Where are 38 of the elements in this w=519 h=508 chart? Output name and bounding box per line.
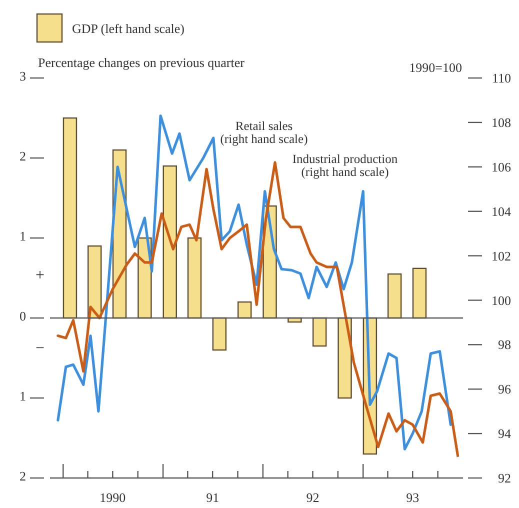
y2-tick-label: 108 <box>492 114 511 130</box>
y2-axis-title: 1990=100 <box>409 60 462 75</box>
bar <box>312 317 327 347</box>
y-tick-label: 2 <box>20 148 26 164</box>
y-tick-label: 1 <box>20 388 26 404</box>
y-tick-label: 0 <box>20 308 26 324</box>
x-tick-label: 91 <box>206 490 220 505</box>
y-tick-label: 3 <box>20 68 26 84</box>
y2-tick-label: 110 <box>492 70 511 86</box>
y2-tick-label: 106 <box>492 159 512 174</box>
x-tick-label: 93 <box>406 490 420 505</box>
y2-tick-label: 92 <box>498 470 511 486</box>
series-label: Industrial production (right hand scale) <box>292 152 398 179</box>
bar <box>62 117 78 319</box>
bar <box>212 317 227 351</box>
bar <box>162 165 177 319</box>
y-tick-label: 2 <box>20 468 26 484</box>
y2-tick-label: 94 <box>498 426 512 442</box>
y2-tick-label: 102 <box>492 248 511 264</box>
y2-tick-label: 98 <box>498 337 511 352</box>
line-series <box>56 114 452 450</box>
x-tick-label: 92 <box>306 490 320 505</box>
y2-tick-label: 96 <box>498 382 512 397</box>
text: − <box>35 340 45 357</box>
series-label: Retail sales (right hand scale) <box>220 119 308 146</box>
y-tick-label: 1 <box>20 228 26 244</box>
bar <box>187 237 202 319</box>
x-tick-label: 1990 <box>100 490 126 505</box>
y2-tick-label: 104 <box>492 204 512 219</box>
bar <box>88 245 102 319</box>
y2-tick-label: 100 <box>492 292 511 308</box>
bar <box>237 301 252 319</box>
text: + <box>35 267 45 284</box>
y-axis-title: Percentage changes on previous quarter <box>38 55 246 70</box>
bar <box>412 268 427 319</box>
bar <box>387 273 402 319</box>
bar <box>338 317 352 399</box>
legend-label: GDP (left hand scale) <box>72 21 185 36</box>
